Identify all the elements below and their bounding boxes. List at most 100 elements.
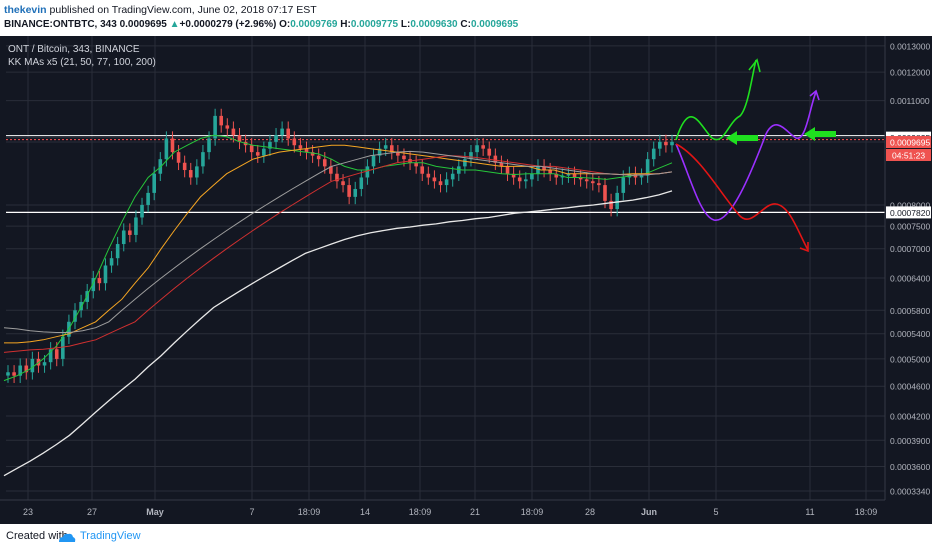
ohlc-line: BINANCE:ONTBTC, 343 0.0009695 ▲+0.000027…	[4, 19, 518, 30]
candle-body	[658, 141, 662, 149]
x-axis-panel	[0, 500, 932, 524]
candle-body	[530, 173, 534, 180]
candle-body	[603, 185, 607, 201]
candle-body	[493, 155, 498, 163]
ma-line-50	[4, 144, 673, 344]
candle-body	[359, 177, 364, 189]
candle-body	[24, 365, 29, 373]
candle-body	[578, 177, 583, 180]
y-tick-label: 0.0007820	[890, 208, 930, 218]
candle-body	[121, 230, 126, 245]
candle-body	[170, 138, 175, 153]
candle-body	[268, 141, 272, 149]
candle-body	[670, 141, 674, 146]
y-tick-label: 0.0006400	[890, 274, 930, 284]
chart-panel[interactable]: 0.00130000.00120000.00110000.00098250.00…	[0, 36, 932, 524]
y-tick-label: 0.0004600	[890, 382, 930, 392]
ma-line-200	[3, 190, 673, 477]
y-tick-label: 0.0005800	[890, 306, 930, 316]
author-link[interactable]: thekevin	[4, 4, 47, 16]
candle-body	[505, 166, 510, 174]
green-marker-arrow-icon	[726, 131, 758, 145]
x-tick-label: 21	[470, 507, 480, 517]
symbol-label: BINANCE:ONTBTC, 343	[4, 19, 117, 30]
candle-body	[584, 179, 589, 182]
green-arrow-head-icon	[748, 58, 761, 73]
candle-body	[30, 358, 35, 373]
candle-body	[426, 173, 431, 178]
candle-body	[389, 145, 394, 153]
candle-body	[639, 175, 644, 178]
candle-body	[335, 173, 339, 182]
candle-body	[450, 173, 455, 180]
candle-body	[402, 155, 406, 160]
y-axis-price-label-bg	[886, 206, 931, 219]
y-axis-panel	[885, 36, 932, 524]
close-value: 0.0009695	[470, 19, 519, 30]
y-tick-label: 0.0007000	[890, 244, 930, 254]
candle-body	[572, 173, 577, 178]
price-chart[interactable]: 0.00130000.00120000.00110000.00098250.00…	[0, 36, 932, 524]
candle-body	[237, 135, 242, 142]
candle-body	[396, 152, 400, 156]
candle-body	[207, 138, 211, 153]
candle-body	[128, 230, 132, 235]
change-value: +0.0000279 (+2.96%)	[179, 19, 277, 30]
x-tick-label: 5	[713, 507, 718, 517]
ma-line-77	[3, 155, 673, 353]
close-label: C:	[460, 19, 471, 30]
candle-body	[645, 159, 650, 176]
candle-body	[591, 181, 595, 184]
candle-body	[109, 258, 114, 266]
candle-body	[365, 166, 370, 178]
candle-body	[231, 128, 236, 136]
chart-title: ONT / Bitcoin, 343, BINANCE	[8, 44, 140, 55]
candle-body	[61, 336, 65, 359]
candle-body	[499, 162, 504, 167]
candle-body	[54, 349, 59, 359]
green-marker-arrow-icon	[804, 127, 836, 141]
candle-body	[621, 177, 626, 193]
candle-body	[255, 152, 260, 156]
candle-body	[85, 291, 89, 302]
ma-line-21	[3, 134, 673, 382]
candle-body	[566, 173, 571, 176]
candle-body	[42, 362, 47, 366]
price-value: 0.0009695	[119, 19, 167, 30]
candle-body	[97, 278, 102, 284]
candle-body	[615, 192, 619, 210]
candle-body	[298, 145, 303, 149]
candle-body	[195, 166, 199, 178]
x-tick-label: 18:09	[409, 507, 432, 517]
candle-body	[377, 148, 382, 156]
candle-body	[517, 177, 522, 182]
green-projection-path	[675, 59, 757, 141]
candle-body	[609, 200, 613, 210]
x-tick-label: 18:09	[855, 507, 878, 517]
candle-body	[140, 204, 144, 218]
x-tick-label: May	[146, 507, 164, 517]
candle-body	[103, 265, 108, 284]
candle-body	[280, 128, 284, 136]
candle-body	[201, 152, 205, 167]
y-tick-label: 0.0003600	[890, 462, 930, 472]
candle-body	[292, 138, 297, 146]
tradingview-brand[interactable]: TradingView	[80, 530, 141, 542]
open-label: O:	[279, 19, 291, 30]
low-value: 0.0009630	[410, 19, 458, 30]
candle-body	[182, 162, 187, 171]
candle-body	[274, 135, 278, 142]
candle-body	[383, 145, 388, 149]
ma-line-100	[3, 150, 673, 333]
y-tick-label: 0.0013000	[890, 41, 930, 51]
x-tick-label: 14	[360, 507, 370, 517]
candle-body	[664, 141, 668, 146]
publish-header: thekevin published on TradingView.com, J…	[0, 0, 932, 36]
x-tick-label: 18:09	[298, 507, 321, 517]
candle-body	[225, 125, 230, 129]
candle-body	[115, 244, 120, 259]
candle-body	[523, 179, 528, 182]
x-tick-label: 7	[249, 507, 254, 517]
candle-body	[456, 166, 461, 174]
candle-body	[146, 192, 150, 205]
